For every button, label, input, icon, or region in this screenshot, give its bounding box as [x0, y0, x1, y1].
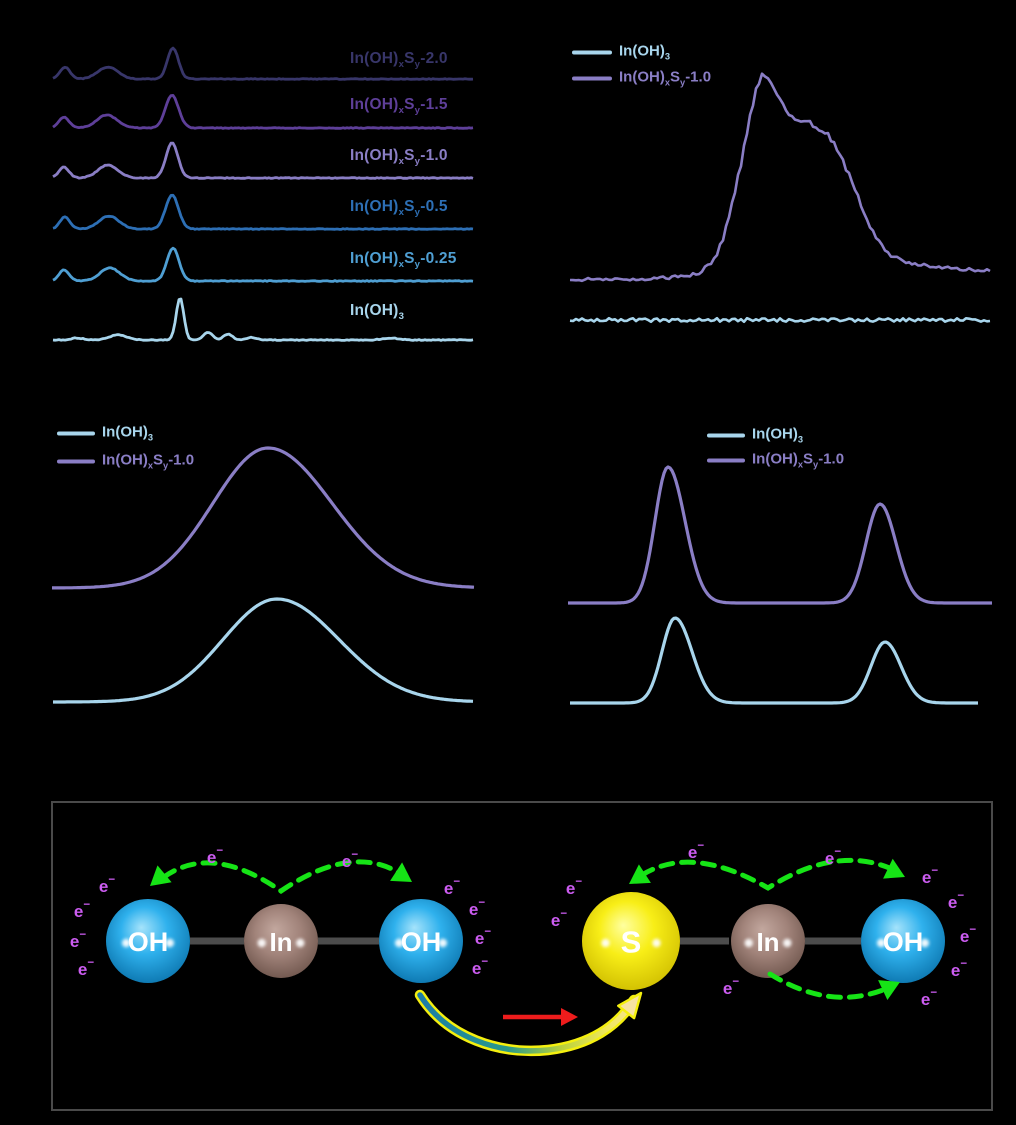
legend-line-swatch [572, 50, 612, 54]
electron-label: e− [687, 840, 705, 862]
electron-label: e− [950, 958, 968, 980]
atom-label: In [756, 927, 779, 957]
xrd-trace-0 [52, 46, 474, 81]
legend-label: In(OH)3 [752, 425, 803, 445]
trace-label: In(OH)xSy-0.5 [350, 197, 448, 219]
electron-label: e− [959, 924, 977, 946]
legend-label: In(OH)xSy-1.0 [752, 450, 845, 470]
electron-label: e− [77, 957, 95, 979]
specular-highlight [783, 938, 792, 948]
spectrum-panel-d-series-1 [570, 616, 978, 705]
atom-label: OH [128, 927, 169, 957]
electron-label: e− [550, 908, 568, 930]
atom-sphere-oh [861, 899, 945, 983]
electron-label: e− [722, 976, 740, 998]
electron-label: e− [920, 987, 938, 1009]
electron-arc-arrowhead [390, 862, 412, 882]
specular-highlight [652, 938, 661, 948]
trace-label: In(OH)3 [350, 301, 405, 323]
electron-label: e− [824, 846, 842, 868]
atom-sphere-oh [106, 899, 190, 983]
specular-highlight [438, 938, 448, 948]
legend-line-swatch [57, 431, 95, 435]
spectrum-panel-c-series-0 [52, 446, 475, 590]
electron-label: e− [443, 876, 461, 898]
legend-entry: In(OH)xSy-1.0 [572, 69, 711, 88]
atom-sphere-oh [379, 899, 463, 983]
spectrum-b-series-0 [569, 72, 991, 283]
sulfidation-arrow-body [417, 992, 637, 1054]
specular-highlight [876, 938, 886, 948]
specular-highlight [601, 938, 610, 948]
electron-arc-arrowhead [878, 980, 900, 1000]
atom-label: OH [401, 927, 442, 957]
legend-entry: In(OH)3 [572, 43, 670, 62]
legend-entry: In(OH)3 [57, 424, 153, 443]
spectrum-panel-d-series-0 [568, 465, 992, 605]
legend-entry: In(OH)xSy-1.0 [57, 452, 194, 471]
legend-label: In(OH)3 [619, 42, 670, 62]
trace-label: In(OH)xSy-1.0 [350, 146, 448, 168]
electron-transfer-arc [767, 971, 891, 1000]
specular-highlight [296, 938, 305, 948]
electron-label: e− [73, 899, 91, 921]
atom-label: In [269, 927, 292, 957]
spectrum-panel-c-series-1 [53, 597, 474, 704]
electron-label: e− [474, 926, 492, 948]
xrd-trace-4 [52, 246, 474, 283]
electron-transfer-arc [161, 859, 404, 895]
electron-label: e− [206, 845, 224, 867]
electron-label: e− [468, 897, 486, 919]
atom-sphere-in [244, 904, 318, 978]
legend-line-swatch [707, 458, 745, 462]
electron-arc-arrowhead [629, 864, 651, 884]
legend-entry: In(OH)xSy-1.0 [707, 451, 844, 470]
xrd-trace-1 [52, 94, 474, 130]
electron-label: e− [565, 876, 583, 898]
specular-highlight [165, 938, 175, 948]
legend-line-swatch [707, 433, 745, 437]
atom-sphere-in [731, 904, 805, 978]
atom-label: OH [883, 927, 924, 957]
specular-highlight [920, 938, 930, 948]
legend-label: In(OH)xSy-1.0 [619, 68, 712, 88]
specular-highlight [394, 938, 404, 948]
legend-label: In(OH)xSy-1.0 [102, 451, 195, 471]
specular-highlight [744, 938, 753, 948]
trace-label: In(OH)xSy-0.25 [350, 249, 457, 271]
xrd-trace-5 [52, 297, 474, 342]
legend-entry: In(OH)3 [707, 426, 803, 445]
schematic-frame [51, 801, 993, 1111]
trace-label: In(OH)xSy-2.0 [350, 49, 448, 71]
xrd-trace-3 [52, 193, 474, 231]
electron-arc-arrowhead [150, 865, 172, 886]
legend-line-swatch [572, 76, 612, 80]
electron-label: e− [98, 874, 116, 896]
electron-arc-arrowhead [883, 858, 905, 879]
legend-label: In(OH)3 [102, 423, 153, 443]
electron-label: e− [947, 890, 965, 912]
electron-label: e− [921, 865, 939, 887]
spectrum-b-series-1 [569, 316, 991, 324]
sulfidation-arrowhead [617, 991, 643, 1020]
specular-highlight [121, 938, 131, 948]
electron-label: e− [341, 849, 359, 871]
atom-sphere-s [582, 892, 680, 990]
electron-transfer-arc [639, 857, 897, 891]
reaction-arrowhead [561, 1008, 578, 1026]
specular-highlight [257, 938, 266, 948]
legend-line-swatch [57, 459, 95, 463]
xrd-trace-2 [52, 141, 474, 180]
atom-label: S [621, 925, 642, 960]
trace-label: In(OH)xSy-1.5 [350, 95, 448, 117]
electron-label: e− [69, 929, 87, 951]
electron-label: e− [471, 956, 489, 978]
